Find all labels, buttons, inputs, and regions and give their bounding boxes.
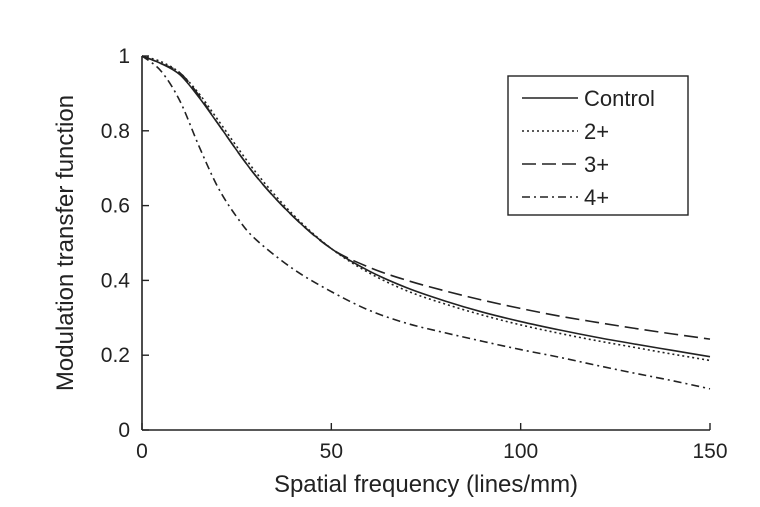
y-tick-label: 0.8 — [101, 120, 130, 143]
legend-label: 3+ — [584, 152, 609, 177]
legend-box — [507, 75, 689, 216]
legend-label: 2+ — [584, 119, 609, 144]
y-tick-label: 0 — [118, 419, 130, 442]
y-tick-label: 0.2 — [101, 344, 130, 367]
y-tick-label: 1 — [118, 45, 130, 68]
x-tick-label: 100 — [503, 440, 538, 463]
x-tick-label: 150 — [692, 440, 727, 463]
legend-label: Control — [584, 86, 655, 111]
legend-items: Control 2+ 3+ 4+ — [522, 86, 655, 210]
series-lines — [141, 55, 711, 390]
plot-axes — [141, 56, 710, 431]
x-tick-label: 0 — [136, 440, 148, 463]
x-axis-title: Spatial frequency (lines/mm) — [274, 471, 578, 498]
series-line-2 — [141, 55, 711, 362]
series-line-3 — [141, 55, 711, 340]
x-tick-label: 50 — [320, 440, 343, 463]
legend-label: 4+ — [584, 185, 609, 210]
axis-tick-labels: 0 50 100 150 0 0.2 0.4 0.6 0.8 1 — [101, 45, 728, 463]
legend: Control 2+ 3+ 4+ — [507, 75, 689, 216]
y-tick-label: 0.4 — [101, 269, 131, 292]
series-line-4 — [141, 55, 711, 390]
y-axis-title: Modulation transfer function — [52, 95, 79, 391]
series-line-control — [141, 55, 711, 358]
y-tick-label: 0.6 — [101, 195, 130, 218]
